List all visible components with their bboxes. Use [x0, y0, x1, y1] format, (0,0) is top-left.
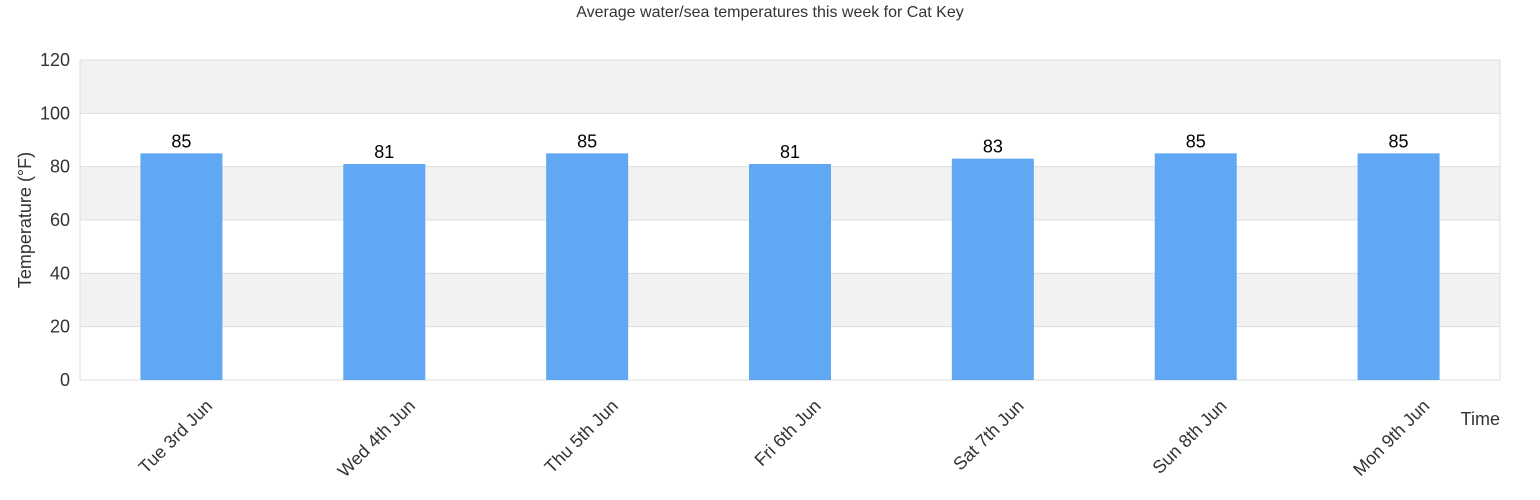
bar [951, 158, 1034, 380]
y-tick-label: 100 [40, 103, 70, 123]
bar-value-label: 85 [171, 131, 191, 151]
y-axis-label: Temperature (°F) [15, 152, 35, 288]
bar [1357, 153, 1440, 380]
y-tick-label: 120 [40, 50, 70, 70]
bar [1154, 153, 1237, 380]
bar [749, 164, 831, 380]
bar [140, 153, 223, 380]
x-axis-label: Time [1461, 409, 1500, 429]
x-tick-label: Fri 6th Jun [751, 396, 825, 470]
x-tick-label: Wed 4th Jun [334, 396, 419, 481]
bar [343, 164, 426, 380]
bar-value-label: 85 [1389, 131, 1409, 151]
grid-band [80, 60, 1500, 114]
y-tick-label: 60 [50, 210, 70, 230]
x-axis-ticks: Tue 3rd Jun Wed 4th Jun Thu 5th Jun Fri 6th… [135, 396, 1434, 481]
x-tick-label: Mon 9th Jun [1349, 396, 1433, 480]
bar-value-label: 81 [780, 142, 800, 162]
bar-value-label: 83 [983, 137, 1003, 157]
x-tick-label: Thu 5th Jun [541, 396, 622, 477]
y-tick-label: 80 [50, 157, 70, 177]
x-tick-label: Tue 3rd Jun [135, 396, 217, 478]
data-labels: 85 81 85 81 83 85 85 [171, 131, 1408, 162]
bar-series [140, 153, 1440, 380]
chart-title: Average water/sea temperatures this week… [576, 4, 963, 21]
x-tick-label: Sat 7th Jun [949, 396, 1028, 475]
y-tick-label: 40 [50, 263, 70, 283]
y-tick-label: 0 [60, 370, 70, 390]
bar-value-label: 85 [577, 131, 597, 151]
bar-value-label: 81 [374, 142, 394, 162]
y-tick-label: 20 [50, 317, 70, 337]
x-tick-label: Sun 8th Jun [1148, 396, 1230, 478]
bar [546, 153, 629, 380]
bar-value-label: 85 [1186, 131, 1206, 151]
y-axis-ticks: 0 20 40 60 80 100 120 [40, 50, 70, 390]
